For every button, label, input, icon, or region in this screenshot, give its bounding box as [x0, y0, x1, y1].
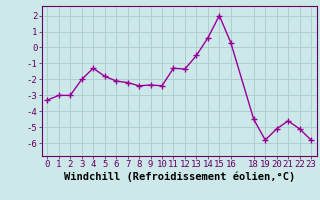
X-axis label: Windchill (Refroidissement éolien,°C): Windchill (Refroidissement éolien,°C)	[64, 172, 295, 182]
